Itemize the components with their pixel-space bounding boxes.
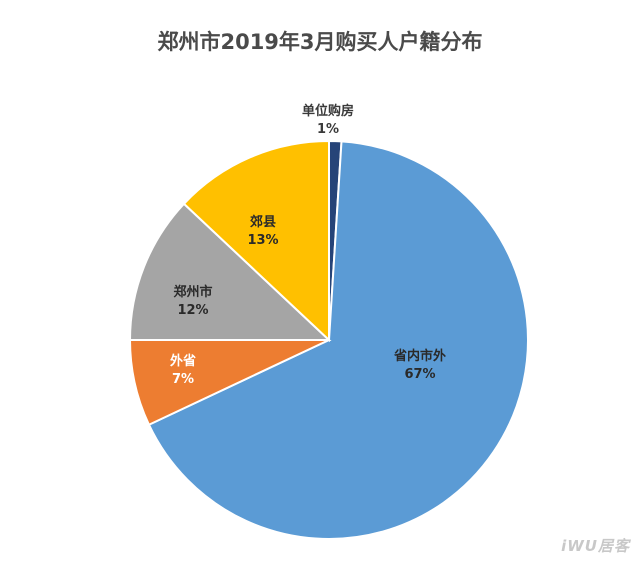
watermark-logo: iWU居客 [561,537,630,555]
chart-title: 郑州市2019年3月购买人户籍分布 [157,30,483,54]
slice-percent-label: 67% [404,367,435,382]
slice-name-label: 省内市外 [393,348,446,364]
slice-percent-label: 7% [172,372,194,387]
slice-percent-label: 1% [317,122,339,137]
slice-name-label: 郊县 [250,214,276,230]
slice-percent-label: 13% [247,233,278,248]
pie-slice-3 [128,202,332,341]
pie-slice-1 [147,140,529,540]
slice-percent-label: 12% [177,303,208,318]
slice-name-label: 单位购房 [302,103,354,119]
pie-slice-4 [182,139,330,343]
slice-name-label: 外省 [169,353,196,369]
slice-name-label: 郑州市 [173,284,212,300]
